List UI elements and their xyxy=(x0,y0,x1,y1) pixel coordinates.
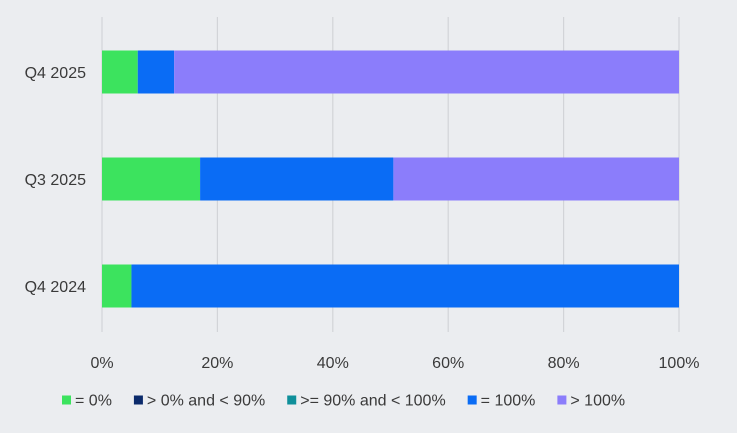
bar-segment-0 xyxy=(102,264,132,308)
bar-segment-100 xyxy=(200,157,394,201)
bar-segment-100 xyxy=(131,264,679,308)
legend-label: = 100% xyxy=(481,393,536,410)
legend-swatch-100 xyxy=(467,395,477,405)
x-tick-label: 60% xyxy=(432,355,464,372)
legend-label: > 0% and < 90% xyxy=(147,393,265,410)
legend: = 0% > 0% and < 90% >= 90% and < 100% = 100… xyxy=(62,393,625,410)
bar-segment-100 xyxy=(393,157,679,201)
y-axis: Q4 2025 Q3 2025 Q4 2024 xyxy=(25,65,86,296)
x-tick-label: 80% xyxy=(548,355,580,372)
bar-segment-0 xyxy=(102,50,138,94)
x-axis: 0% 20% 40% 60% 80% 100% xyxy=(90,355,699,372)
legend-swatch-100 xyxy=(557,395,567,405)
x-tick-label: 20% xyxy=(201,355,233,372)
y-tick-label: Q4 2025 xyxy=(25,65,86,82)
bar-segment-100 xyxy=(137,50,175,94)
legend-label: = 0% xyxy=(75,393,112,410)
legend-swatch-90-and-100 xyxy=(287,395,297,405)
y-tick-label: Q3 2025 xyxy=(25,172,86,189)
legend-label: > 100% xyxy=(570,393,625,410)
x-tick-label: 40% xyxy=(317,355,349,372)
legend-label: >= 90% and < 100% xyxy=(300,393,445,410)
legend-swatch-0-and-90 xyxy=(133,395,143,405)
bars xyxy=(102,50,679,308)
legend-swatch-0 xyxy=(62,395,71,405)
x-tick-label: 0% xyxy=(90,355,113,372)
bar-segment-0 xyxy=(102,157,201,201)
x-tick-label: 100% xyxy=(659,355,700,372)
bar-segment-100 xyxy=(174,50,679,94)
y-tick-label: Q4 2024 xyxy=(25,279,86,296)
